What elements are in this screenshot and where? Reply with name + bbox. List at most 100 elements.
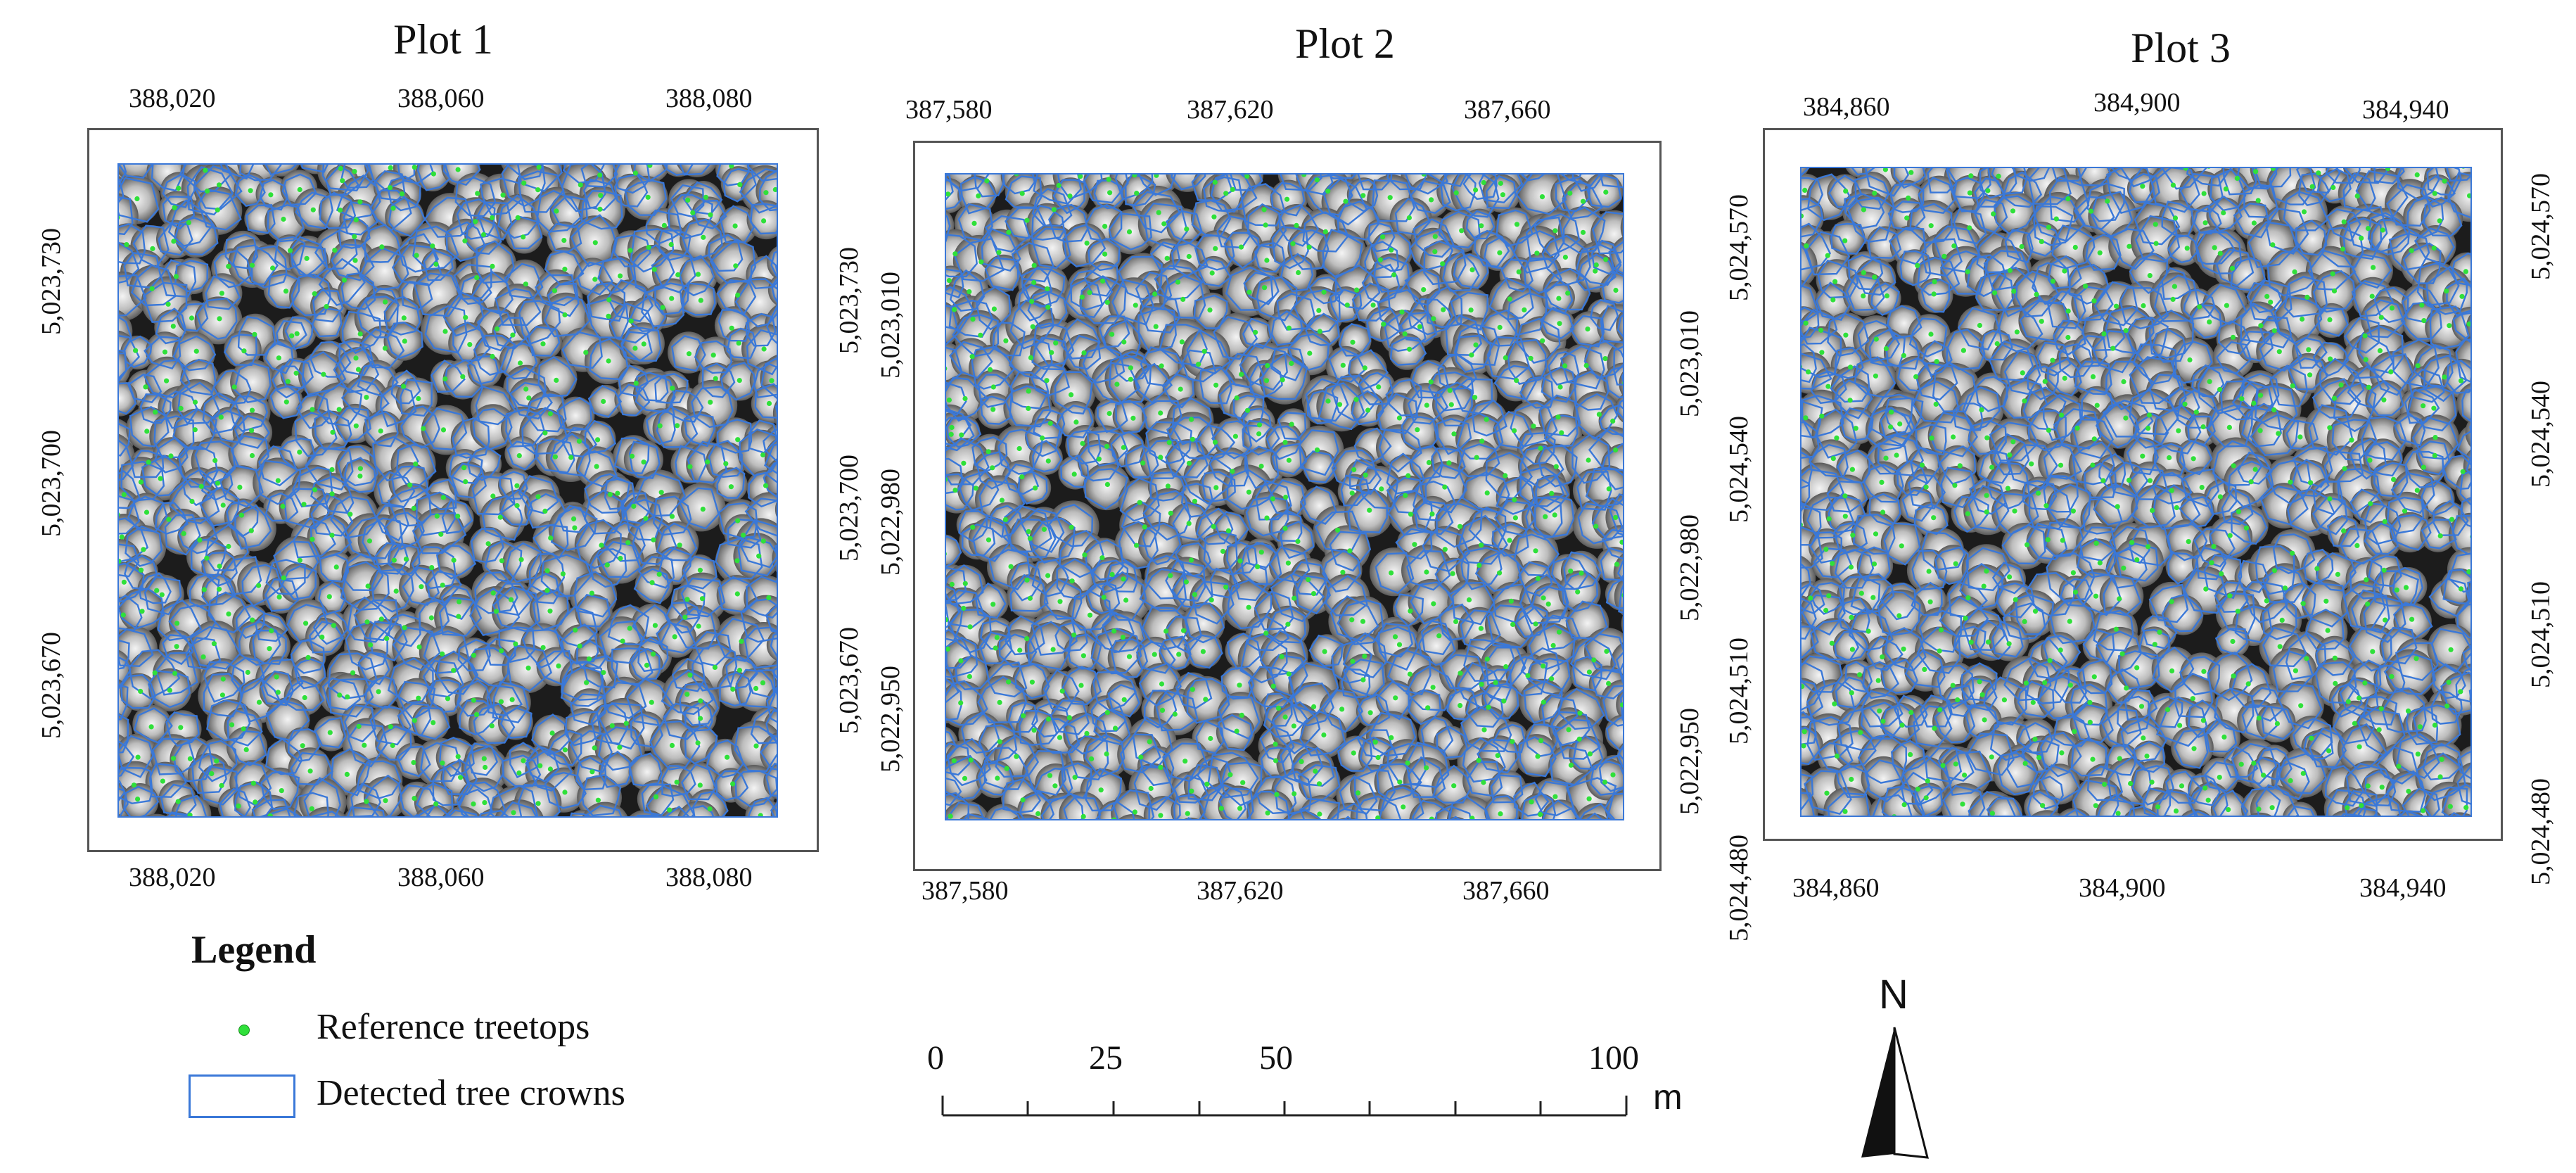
detected-crown-outline xyxy=(258,445,298,487)
detected-crown-outline xyxy=(1330,802,1368,819)
plot-3-map[interactable] xyxy=(1800,167,2472,817)
reference-treetop xyxy=(1154,175,1159,178)
reference-treetop xyxy=(1263,630,1269,636)
reference-treetop xyxy=(1535,754,1541,759)
reference-treetop xyxy=(1313,768,1318,774)
reference-treetop xyxy=(753,743,759,749)
detected-crown-outline xyxy=(2138,628,2170,660)
detected-crown-outline xyxy=(119,495,141,535)
detected-crown-outline xyxy=(1331,449,1377,488)
reference-treetop xyxy=(1408,512,1414,517)
reference-treetop xyxy=(988,367,993,372)
reference-treetop xyxy=(1286,457,1292,463)
detected-crown-outline xyxy=(2283,582,2316,620)
reference-treetop xyxy=(305,654,311,661)
detected-crown-outline xyxy=(1460,704,1512,752)
reference-treetop xyxy=(712,664,718,671)
reference-treetop xyxy=(280,503,286,509)
detected-crown-outline xyxy=(547,223,582,253)
reference-treetop xyxy=(1172,711,1178,717)
detected-crown-outline xyxy=(561,660,604,701)
detected-crown-outline xyxy=(179,358,217,396)
reference-treetop xyxy=(344,771,350,777)
detected-crown-outline xyxy=(2098,452,2127,489)
detected-crown-outline xyxy=(1221,761,1263,807)
reference-treetop xyxy=(763,483,769,488)
detected-crown-outline xyxy=(164,514,201,556)
detected-crown-outline xyxy=(1118,521,1159,570)
reference-treetop xyxy=(1265,810,1270,816)
detected-crown-outline xyxy=(687,440,728,484)
detected-crown-outline xyxy=(708,234,744,272)
detected-crown-outline xyxy=(2350,589,2390,634)
reference-treetop xyxy=(1126,229,1133,235)
detected-crown-outline xyxy=(119,274,147,317)
plot-2-map[interactable] xyxy=(945,173,1624,820)
detected-crown-outline xyxy=(2084,462,2117,499)
detected-crown-outline xyxy=(2049,598,2096,645)
detected-crown-outline xyxy=(2173,728,2209,769)
reference-treetop xyxy=(413,461,419,467)
reference-treetop xyxy=(337,208,343,213)
detected-crown-outline xyxy=(581,774,622,816)
detected-crown-outline xyxy=(1218,695,1261,740)
reference-treetop xyxy=(431,171,436,177)
reference-treetop xyxy=(119,534,125,540)
detected-crown-outline xyxy=(1183,634,1223,669)
detected-crown-outline xyxy=(143,358,191,399)
reference-treetop xyxy=(134,196,140,202)
reference-treetop xyxy=(1081,350,1087,356)
reference-treetop xyxy=(946,191,951,197)
reference-treetop xyxy=(1104,751,1109,757)
detected-crown-outline xyxy=(946,381,967,416)
reference-treetop xyxy=(1441,307,1446,312)
reference-treetop xyxy=(1234,728,1239,734)
reference-treetop xyxy=(283,399,289,405)
detected-crown-outline xyxy=(2331,419,2378,461)
detected-crown-outline xyxy=(1331,374,1379,421)
detected-crown-outline xyxy=(946,175,954,201)
reference-treetop xyxy=(1179,339,1185,345)
reference-treetop xyxy=(707,806,713,812)
detected-crown-outline xyxy=(1171,397,1212,445)
reference-treetop xyxy=(1431,316,1436,322)
detected-crown-outline xyxy=(946,417,975,452)
detected-crown-outline xyxy=(1364,241,1399,279)
detected-crown-outline xyxy=(1172,501,1213,541)
reference-treetop xyxy=(971,220,977,226)
reference-treetop xyxy=(1207,307,1213,313)
reference-treetop xyxy=(1476,758,1481,763)
plot-1-map[interactable] xyxy=(117,163,778,818)
reference-treetop xyxy=(1114,381,1120,387)
reference-treetop xyxy=(383,299,388,305)
reference-treetop xyxy=(1440,261,1446,267)
detected-crown-outline xyxy=(2017,721,2053,754)
detected-crown-outline xyxy=(1435,502,1483,548)
reference-treetop xyxy=(1283,495,1289,500)
detected-crown-outline xyxy=(1119,477,1160,522)
detected-crown-outline xyxy=(2196,547,2227,581)
detected-crown-outline xyxy=(441,499,473,535)
reference-treetop xyxy=(1279,654,1284,659)
detected-crown-outline xyxy=(2240,787,2281,816)
detected-crown-outline xyxy=(2304,608,2345,651)
reference-treetop xyxy=(209,771,215,776)
detected-crown-outline xyxy=(2430,628,2470,673)
detected-crown-outline xyxy=(1197,756,1232,790)
detected-crown-outline xyxy=(2212,440,2264,486)
detected-crown-outline xyxy=(521,407,568,455)
reference-treetop xyxy=(592,745,597,751)
reference-treetop xyxy=(297,557,302,563)
reference-treetop xyxy=(576,438,582,444)
reference-treetop xyxy=(268,192,274,198)
detected-crown-outline xyxy=(2452,310,2470,343)
reference-treetop xyxy=(562,747,568,753)
crown-shading xyxy=(745,798,777,816)
reference-treetop xyxy=(1392,634,1398,640)
detected-crown-outline xyxy=(1249,362,1283,398)
reference-treetop xyxy=(657,423,663,429)
reference-treetop xyxy=(1541,699,1546,705)
detected-crown-outline xyxy=(708,440,743,478)
reference-treetop xyxy=(154,588,160,593)
detected-crown-outline xyxy=(1837,706,1887,751)
